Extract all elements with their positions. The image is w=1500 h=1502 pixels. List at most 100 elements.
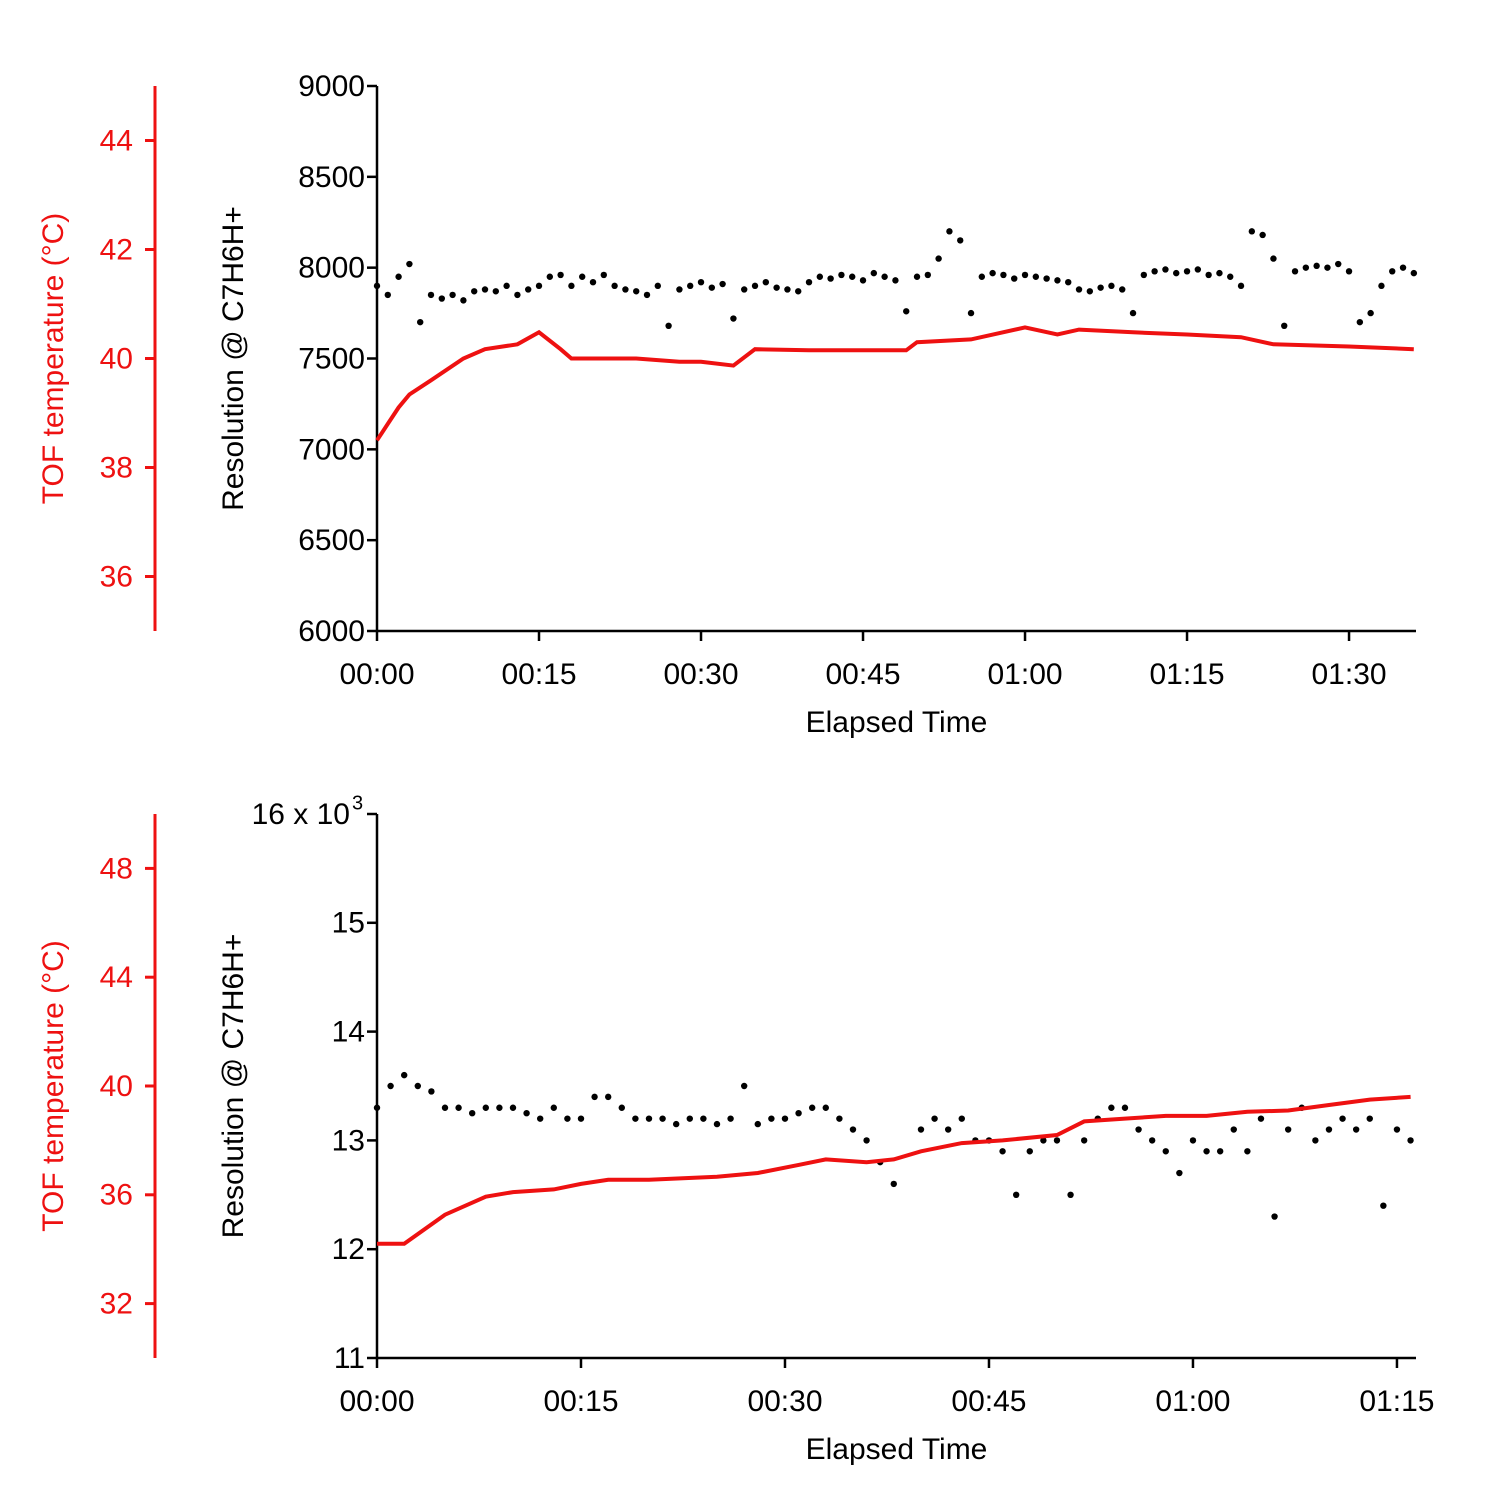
data-point	[1230, 1126, 1237, 1133]
data-point	[719, 280, 726, 288]
data-point	[1237, 282, 1245, 290]
data-point	[1135, 1126, 1142, 1133]
y2-axis-label: TOF temperature (°C)	[37, 213, 70, 505]
data-point	[784, 286, 791, 293]
data-point	[546, 273, 554, 280]
data-point	[849, 1126, 857, 1133]
y2-tick-label: 44	[100, 124, 133, 157]
data-point	[468, 1110, 476, 1117]
data-point	[482, 1104, 489, 1111]
data-point	[1313, 262, 1320, 270]
data-point	[550, 1104, 557, 1111]
data-point	[957, 237, 964, 244]
y2-tick-label: 40	[100, 1070, 133, 1103]
y-tick-label: 6000	[298, 615, 365, 648]
x-tick-label: 01:30	[1311, 658, 1386, 691]
x-tick-label: 00:45	[825, 658, 900, 691]
data-point	[1259, 231, 1266, 239]
data-point	[827, 275, 834, 282]
data-point	[890, 1180, 897, 1188]
y-tick-label: 8500	[298, 161, 365, 194]
data-point	[387, 1082, 394, 1090]
data-point	[816, 273, 824, 280]
y-tick-label: 13	[332, 1124, 365, 1157]
data-point	[1312, 1137, 1319, 1144]
data-point	[1399, 264, 1407, 271]
data-point	[1151, 268, 1158, 275]
data-point	[503, 282, 510, 290]
data-point	[686, 1115, 693, 1122]
data-point	[665, 322, 672, 329]
data-point	[514, 291, 521, 299]
y-tick-label: 6500	[298, 524, 365, 557]
data-point	[568, 282, 575, 290]
y2-tick-label: 36	[100, 1179, 133, 1212]
y-tick-label: 15	[332, 907, 365, 940]
data-point	[700, 1115, 707, 1122]
data-point	[589, 279, 597, 286]
data-point	[384, 291, 392, 299]
data-point	[1053, 1137, 1061, 1144]
data-point	[1108, 282, 1115, 290]
data-point	[1339, 1115, 1346, 1122]
data-point	[1121, 1104, 1129, 1111]
data-point	[754, 1120, 761, 1128]
data-point	[1108, 1104, 1115, 1111]
data-point	[917, 1126, 925, 1133]
data-point	[1080, 1137, 1088, 1144]
y-tick-label: 14	[332, 1016, 365, 1049]
data-point	[946, 228, 953, 235]
data-point	[1012, 1191, 1020, 1199]
data-point	[967, 309, 975, 317]
data-point	[870, 269, 878, 277]
data-point	[881, 273, 888, 280]
data-point	[924, 271, 932, 279]
data-point	[808, 1104, 816, 1111]
data-point	[1043, 275, 1050, 282]
data-point	[1183, 268, 1191, 275]
data-point	[496, 1104, 503, 1111]
data-point	[1366, 1115, 1373, 1122]
data-point	[958, 1115, 965, 1122]
data-point	[795, 1110, 802, 1117]
data-point	[1324, 264, 1331, 271]
data-point	[1189, 1137, 1197, 1144]
x-tick-label: 00:45	[951, 1385, 1026, 1418]
data-point	[708, 284, 716, 291]
data-point	[1203, 1148, 1210, 1155]
data-point	[1021, 271, 1029, 279]
data-point	[632, 1115, 639, 1122]
data-point	[492, 288, 500, 295]
x-tick-label: 00:00	[339, 658, 414, 691]
data-point	[1380, 1202, 1387, 1209]
data-point	[525, 286, 532, 293]
x-tick-label: 01:15	[1359, 1385, 1434, 1418]
x-axis-label: Elapsed Time	[806, 706, 988, 739]
data-point	[1291, 268, 1299, 275]
data-point	[1216, 269, 1223, 277]
y-tick-label: 8000	[298, 252, 365, 285]
data-point	[1097, 284, 1104, 291]
y2-tick-label: 40	[100, 342, 133, 375]
data-point	[859, 277, 867, 284]
data-point	[1065, 279, 1072, 286]
data-point	[481, 286, 489, 293]
data-point	[579, 273, 586, 280]
data-point	[768, 1115, 775, 1122]
y2-tick-label: 36	[100, 560, 133, 593]
x-tick-label: 00:15	[501, 658, 576, 691]
data-point	[805, 279, 813, 286]
x-axis-label: Elapsed Time	[806, 1433, 988, 1466]
data-point	[836, 1115, 843, 1122]
data-point	[727, 1115, 734, 1122]
data-point	[931, 1115, 938, 1122]
data-point	[577, 1115, 585, 1122]
data-point	[659, 1115, 666, 1122]
data-point	[1325, 1126, 1333, 1133]
data-point	[762, 279, 770, 286]
data-point	[913, 273, 921, 280]
data-point	[622, 286, 629, 293]
data-point	[849, 273, 856, 280]
data-point	[395, 273, 402, 280]
